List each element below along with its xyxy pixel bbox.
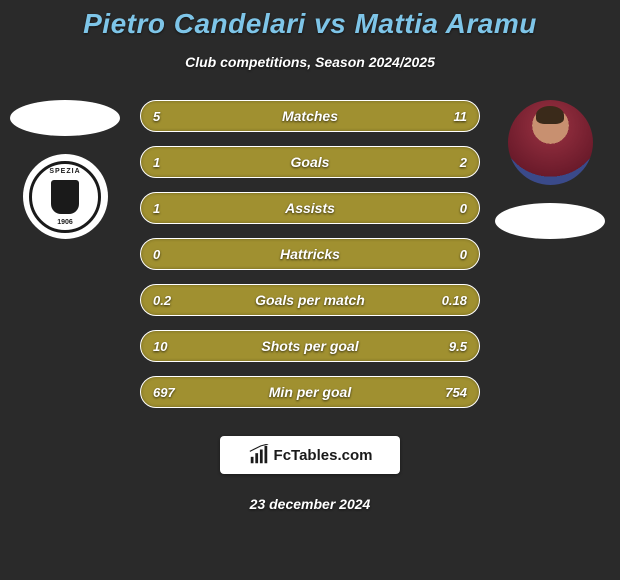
stat-right-value: 0 xyxy=(460,247,467,262)
stat-rows-container: 5 Matches 11 1 Goals 2 1 Assists 0 0 Hat… xyxy=(140,100,480,408)
stat-row-goals-per-match: 0.2 Goals per match 0.18 xyxy=(140,284,480,316)
stat-row-min-per-goal: 697 Min per goal 754 xyxy=(140,376,480,408)
stat-label: Min per goal xyxy=(269,384,351,400)
content-area: SPEZIA 1906 5 Matches 11 1 Goals 2 1 Ass… xyxy=(0,100,620,408)
stat-right-value: 11 xyxy=(454,109,468,124)
spezia-badge-icon: SPEZIA 1906 xyxy=(29,161,101,233)
stat-row-matches: 5 Matches 11 xyxy=(140,100,480,132)
stat-right-value: 0.18 xyxy=(442,293,467,308)
stat-label: Hattricks xyxy=(280,246,340,262)
stat-right-value: 754 xyxy=(445,385,467,400)
comparison-subtitle: Club competitions, Season 2024/2025 xyxy=(0,54,620,70)
stat-row-shots-per-goal: 10 Shots per goal 9.5 xyxy=(140,330,480,362)
left-player-placeholder-ellipse xyxy=(10,100,120,136)
stat-left-value: 0.2 xyxy=(153,293,171,308)
stat-label: Goals per match xyxy=(255,292,365,308)
left-club-badge: SPEZIA 1906 xyxy=(23,154,108,239)
badge-shield-icon xyxy=(51,180,79,214)
brand-label: FcTables.com xyxy=(274,447,373,464)
stat-right-value: 2 xyxy=(460,155,467,170)
right-player-column xyxy=(490,100,610,239)
stat-left-value: 5 xyxy=(153,109,160,124)
stat-left-value: 697 xyxy=(153,385,175,400)
right-club-placeholder-ellipse xyxy=(495,203,605,239)
stat-left-value: 0 xyxy=(153,247,160,262)
badge-text-bottom: 1906 xyxy=(57,219,73,226)
stat-label: Matches xyxy=(282,108,338,124)
stat-left-value: 1 xyxy=(153,201,160,216)
stat-right-value: 9.5 xyxy=(449,339,467,354)
generation-date: 23 december 2024 xyxy=(0,496,620,512)
stat-label: Assists xyxy=(285,200,335,216)
right-player-photo xyxy=(508,100,593,185)
badge-text-top: SPEZIA xyxy=(49,168,80,175)
stat-label: Shots per goal xyxy=(261,338,358,354)
chart-bars-icon xyxy=(248,444,270,466)
brand-logo-box: FcTables.com xyxy=(220,436,400,474)
left-player-column: SPEZIA 1906 xyxy=(5,100,125,239)
stat-row-assists: 1 Assists 0 xyxy=(140,192,480,224)
stat-left-value: 10 xyxy=(153,339,167,354)
stat-left-value: 1 xyxy=(153,155,160,170)
stat-row-hattricks: 0 Hattricks 0 xyxy=(140,238,480,270)
stat-row-goals: 1 Goals 2 xyxy=(140,146,480,178)
stat-right-value: 0 xyxy=(460,201,467,216)
stat-label: Goals xyxy=(291,154,330,170)
comparison-title: Pietro Candelari vs Mattia Aramu xyxy=(0,0,620,40)
